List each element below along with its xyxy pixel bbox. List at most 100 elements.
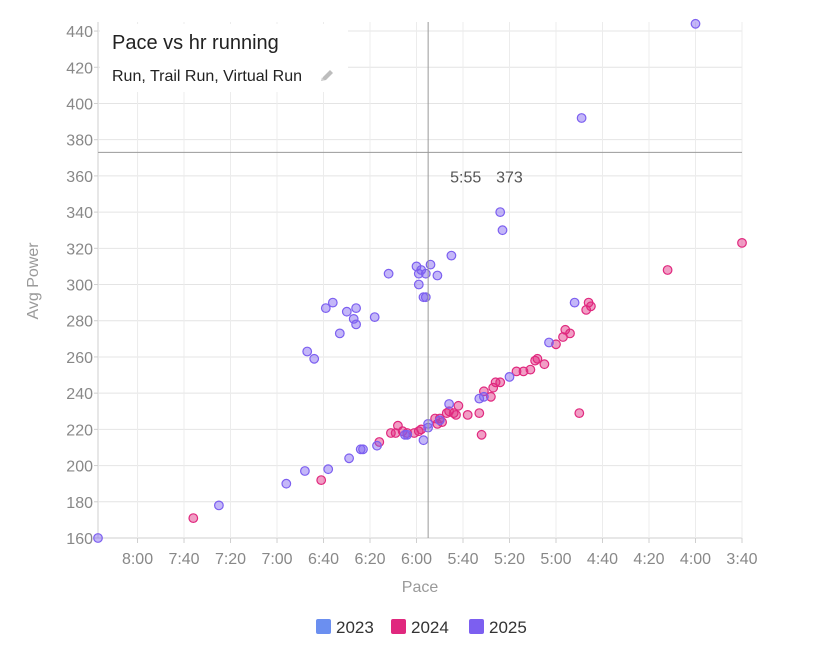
- y-tick-label: 340: [66, 205, 93, 222]
- y-tick-label: 380: [66, 133, 93, 150]
- data-point[interactable]: [495, 207, 506, 218]
- x-tick-label: 5:20: [494, 551, 525, 568]
- crosshair: 5:55 373: [98, 22, 742, 538]
- data-point[interactable]: [565, 328, 575, 339]
- data-point[interactable]: [369, 312, 380, 323]
- data-point[interactable]: [413, 279, 424, 290]
- data-point[interactable]: [327, 297, 338, 308]
- data-point[interactable]: [497, 225, 508, 236]
- legend-label: 2023: [336, 618, 374, 637]
- legend-item-2025[interactable]: 2025: [469, 618, 527, 637]
- data-point[interactable]: [309, 353, 320, 364]
- y-tick-label: 320: [66, 241, 93, 258]
- y-axis-ticks: 160 180 200 220 240 260 280 300 320 340 360 380 400 4…: [66, 24, 98, 548]
- data-point[interactable]: [488, 382, 499, 393]
- y-tick-label: 420: [66, 60, 93, 77]
- y-tick-label: 280: [66, 314, 93, 331]
- data-point[interactable]: [511, 366, 522, 377]
- data-point[interactable]: [358, 444, 368, 455]
- data-points[interactable]: [93, 18, 747, 543]
- data-point[interactable]: [662, 265, 673, 275]
- data-point[interactable]: [486, 391, 496, 402]
- data-point[interactable]: [544, 337, 554, 348]
- data-point[interactable]: [495, 377, 506, 388]
- x-tick-label: 7:20: [215, 551, 246, 568]
- y-tick-label: 260: [66, 350, 93, 367]
- x-axis-title: Pace: [402, 579, 439, 596]
- legend-swatch: [316, 619, 331, 634]
- data-point[interactable]: [446, 250, 457, 261]
- data-point[interactable]: [383, 268, 394, 279]
- data-point[interactable]: [323, 464, 334, 475]
- x-tick-label: 4:00: [680, 551, 711, 568]
- data-point[interactable]: [532, 353, 543, 364]
- data-point[interactable]: [576, 113, 587, 123]
- data-point[interactable]: [351, 319, 362, 330]
- legend-item-2023[interactable]: 2023: [316, 618, 374, 637]
- x-tick-label: 4:20: [633, 551, 664, 568]
- data-point[interactable]: [690, 18, 701, 29]
- data-point[interactable]: [372, 440, 382, 451]
- x-tick-label: 5:40: [447, 551, 478, 568]
- y-tick-label: 180: [66, 495, 93, 512]
- y-tick-label: 360: [66, 169, 93, 186]
- data-point[interactable]: [420, 268, 431, 279]
- data-point[interactable]: [737, 237, 747, 248]
- legend-label: 2025: [489, 618, 527, 637]
- chart-title: Pace vs hr running: [112, 32, 279, 54]
- data-point[interactable]: [93, 533, 103, 543]
- legend-label: 2024: [411, 618, 449, 637]
- data-point[interactable]: [316, 475, 327, 486]
- x-tick-label: 7:40: [168, 551, 199, 568]
- x-tick-label: 7:00: [261, 551, 292, 568]
- data-point[interactable]: [334, 328, 345, 339]
- data-point[interactable]: [281, 478, 292, 489]
- data-point[interactable]: [418, 435, 429, 446]
- data-point[interactable]: [444, 399, 455, 409]
- data-point[interactable]: [213, 500, 224, 511]
- legend[interactable]: 2023 2024 2025: [316, 618, 527, 637]
- data-point[interactable]: [574, 408, 585, 419]
- crosshair-x-readout: 5:55: [450, 169, 481, 186]
- data-point[interactable]: [476, 429, 487, 440]
- data-point[interactable]: [188, 513, 199, 523]
- data-point[interactable]: [586, 301, 596, 312]
- data-point[interactable]: [525, 364, 536, 375]
- data-point[interactable]: [348, 314, 359, 324]
- y-tick-label: 400: [66, 96, 93, 113]
- data-point[interactable]: [351, 303, 362, 314]
- data-point[interactable]: [504, 372, 515, 382]
- data-point[interactable]: [539, 359, 550, 370]
- data-point[interactable]: [453, 400, 464, 411]
- y-tick-label: 200: [66, 459, 93, 476]
- series-2024[interactable]: [188, 237, 747, 523]
- data-point[interactable]: [320, 303, 331, 314]
- crosshair-y-readout: 373: [496, 169, 523, 186]
- data-point[interactable]: [462, 410, 473, 420]
- data-point[interactable]: [474, 408, 485, 419]
- x-tick-label: 6:00: [401, 551, 432, 568]
- chart-subtitle: Run, Trail Run, Virtual Run: [112, 68, 302, 85]
- data-point[interactable]: [300, 466, 310, 476]
- data-point[interactable]: [425, 259, 436, 270]
- data-point[interactable]: [432, 270, 443, 281]
- data-point[interactable]: [344, 453, 355, 464]
- data-point[interactable]: [402, 429, 413, 440]
- x-tick-label: 4:40: [587, 551, 618, 568]
- x-tick-label: 8:00: [122, 551, 153, 568]
- data-point[interactable]: [420, 292, 431, 303]
- data-point[interactable]: [302, 346, 313, 357]
- data-point[interactable]: [569, 297, 580, 308]
- y-tick-label: 160: [66, 531, 93, 548]
- legend-item-2024[interactable]: 2024: [391, 618, 449, 637]
- data-point[interactable]: [479, 391, 489, 402]
- y-tick-label: 440: [66, 24, 93, 41]
- data-point[interactable]: [451, 410, 461, 420]
- y-axis-title: Avg Power: [25, 242, 42, 320]
- data-point[interactable]: [434, 415, 445, 426]
- pencil-icon[interactable]: [321, 70, 333, 81]
- data-point[interactable]: [341, 306, 352, 317]
- series-2025[interactable]: [93, 18, 701, 543]
